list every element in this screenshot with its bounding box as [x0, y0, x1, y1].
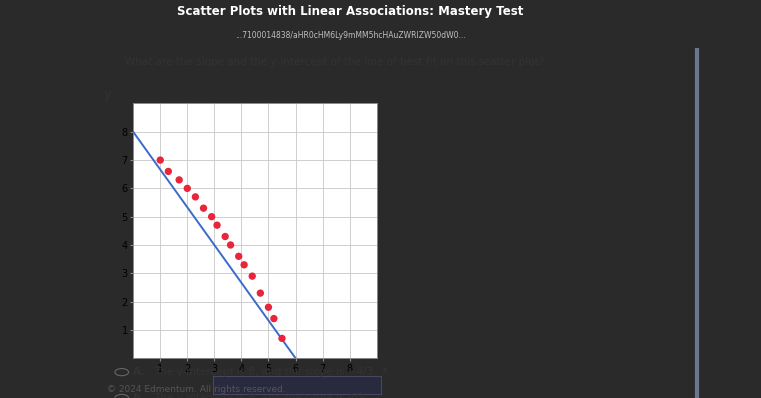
Point [154, 157, 167, 163]
Point [211, 222, 223, 228]
Point [233, 253, 245, 259]
Text: © 2024 Edmentum. All rights reserved.: © 2024 Edmentum. All rights reserved. [107, 385, 285, 394]
Point [181, 185, 193, 191]
Text: The y-intercept is 8, and the slope is −4/3: The y-intercept is 8, and the slope is −… [154, 367, 374, 377]
Text: What are the slope and the y-intercept of the line of best fit on this scatter p: What are the slope and the y-intercept o… [126, 57, 545, 67]
Text: Scatter Plots with Linear Associations: Mastery Test: Scatter Plots with Linear Associations: … [177, 6, 524, 18]
Bar [213, 376, 380, 394]
Text: Search: Search [282, 380, 311, 390]
Point [268, 315, 280, 322]
Point [224, 242, 237, 248]
Point [254, 290, 266, 296]
Point [276, 335, 288, 341]
Text: x: x [381, 365, 388, 375]
Text: B.: B. [133, 393, 145, 398]
Point [238, 261, 250, 268]
Text: A.: A. [133, 367, 145, 377]
Text: y: y [104, 88, 111, 101]
Point [197, 205, 209, 211]
Point [205, 213, 218, 220]
Point [162, 168, 174, 175]
Point [189, 194, 202, 200]
Point [263, 304, 275, 310]
Point [173, 177, 185, 183]
Point [219, 233, 231, 240]
Text: ...7100014838/aHR0cHM6Ly9mMM5hcHAuZWRlZW50dW0...: ...7100014838/aHR0cHM6Ly9mMM5hcHAuZWRlZW… [235, 31, 466, 40]
Point [246, 273, 258, 279]
Text: The y-intercept is 8, and the slope is 4/3: The y-intercept is 8, and the slope is 4… [154, 393, 365, 398]
